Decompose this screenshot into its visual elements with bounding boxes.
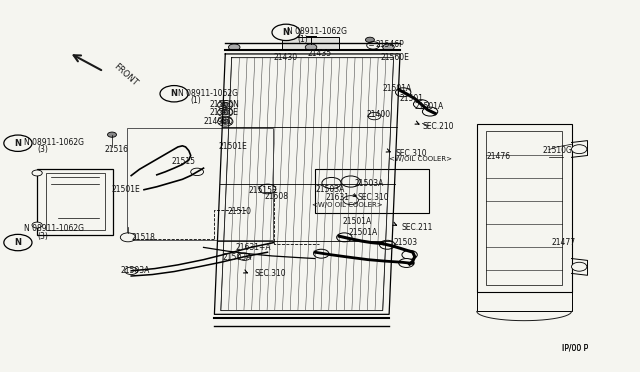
Text: FRONT: FRONT — [112, 61, 140, 87]
Circle shape — [259, 184, 276, 194]
Text: 21631+A: 21631+A — [236, 243, 271, 252]
Text: (1): (1) — [191, 96, 202, 105]
Text: N: N — [15, 139, 21, 148]
Text: 21501E: 21501E — [112, 185, 141, 194]
Text: 21501A: 21501A — [383, 84, 412, 93]
Bar — [477, 124, 572, 292]
Text: N 08911-1062G: N 08911-1062G — [287, 27, 347, 36]
Text: 21560E: 21560E — [209, 108, 238, 117]
Text: N: N — [15, 238, 21, 247]
Text: 21501A: 21501A — [342, 217, 372, 226]
Text: 21503A: 21503A — [355, 179, 384, 187]
Text: 21510G: 21510G — [543, 146, 573, 155]
Text: 21503A: 21503A — [223, 253, 252, 262]
Text: N 08911-1062G: N 08911-1062G — [178, 89, 238, 97]
Circle shape — [191, 168, 204, 176]
Circle shape — [383, 44, 394, 51]
Text: 21515E: 21515E — [248, 186, 277, 195]
Text: IP/00 P: IP/00 P — [562, 343, 588, 352]
Circle shape — [365, 37, 374, 42]
Text: 21508: 21508 — [264, 192, 288, 201]
Text: 21400: 21400 — [367, 110, 391, 119]
Text: 21501: 21501 — [400, 94, 424, 103]
Text: N: N — [283, 28, 289, 37]
Circle shape — [221, 119, 230, 124]
Text: 21516: 21516 — [104, 145, 128, 154]
Text: IP/00 P: IP/00 P — [562, 343, 588, 352]
Text: (1): (1) — [297, 35, 308, 44]
Bar — [127, 128, 273, 240]
Text: 21501E: 21501E — [219, 142, 248, 151]
Circle shape — [572, 262, 587, 271]
Circle shape — [402, 250, 417, 259]
Circle shape — [399, 259, 414, 267]
Text: 21560E: 21560E — [381, 53, 410, 62]
Circle shape — [343, 196, 358, 205]
Text: 21503A: 21503A — [316, 185, 345, 194]
Circle shape — [228, 44, 240, 51]
Circle shape — [272, 24, 300, 41]
Text: (3): (3) — [37, 145, 48, 154]
Circle shape — [413, 100, 429, 109]
Text: SEC.211: SEC.211 — [402, 223, 433, 232]
Circle shape — [108, 132, 116, 137]
Text: <W/OIL COOLER>: <W/OIL COOLER> — [389, 156, 452, 162]
Text: 21503: 21503 — [394, 238, 418, 247]
Text: N: N — [171, 89, 177, 98]
Text: 21515: 21515 — [172, 157, 196, 166]
Circle shape — [572, 145, 587, 154]
Text: SEC.210: SEC.210 — [422, 122, 454, 131]
Text: 21430: 21430 — [273, 53, 298, 62]
Text: 21435: 21435 — [307, 49, 332, 58]
Bar — [37, 169, 113, 235]
Text: SEC.310: SEC.310 — [396, 149, 427, 158]
Circle shape — [221, 110, 230, 115]
Text: 21501A: 21501A — [415, 102, 444, 110]
Text: 21476: 21476 — [486, 153, 511, 161]
Bar — [477, 292, 572, 311]
Text: 21560N: 21560N — [209, 100, 239, 109]
Text: 21510: 21510 — [227, 207, 251, 216]
Text: 21546P: 21546P — [376, 40, 404, 49]
Text: 21503A: 21503A — [120, 266, 150, 275]
Text: 21477: 21477 — [552, 238, 576, 247]
Text: SEC.310: SEC.310 — [357, 193, 388, 202]
Circle shape — [305, 44, 317, 51]
Circle shape — [32, 170, 42, 176]
Circle shape — [221, 102, 230, 108]
Circle shape — [314, 249, 329, 258]
Circle shape — [337, 233, 352, 242]
Circle shape — [125, 267, 138, 275]
Bar — [46, 173, 105, 230]
Circle shape — [341, 176, 360, 187]
Bar — [315, 169, 429, 213]
Circle shape — [4, 135, 32, 151]
Text: <W/O OIL COOLER>: <W/O OIL COOLER> — [312, 202, 383, 208]
Circle shape — [120, 233, 136, 242]
Circle shape — [396, 88, 411, 97]
Text: SEC.310: SEC.310 — [255, 269, 286, 278]
Circle shape — [160, 86, 188, 102]
Circle shape — [422, 107, 438, 116]
Text: (3): (3) — [37, 232, 48, 241]
Circle shape — [368, 112, 381, 120]
Circle shape — [4, 234, 32, 251]
Text: N 08911-1062G: N 08911-1062G — [24, 224, 84, 233]
Text: 21501A: 21501A — [349, 228, 378, 237]
Text: 21498Q: 21498Q — [204, 117, 234, 126]
Text: 21518: 21518 — [131, 233, 155, 242]
Circle shape — [238, 253, 251, 260]
Text: N 08911-1062G: N 08911-1062G — [24, 138, 84, 147]
Bar — [486, 131, 562, 285]
Circle shape — [380, 240, 395, 249]
Bar — [282, 37, 339, 50]
Circle shape — [322, 177, 341, 189]
Circle shape — [32, 222, 42, 228]
Text: 21631: 21631 — [325, 193, 349, 202]
